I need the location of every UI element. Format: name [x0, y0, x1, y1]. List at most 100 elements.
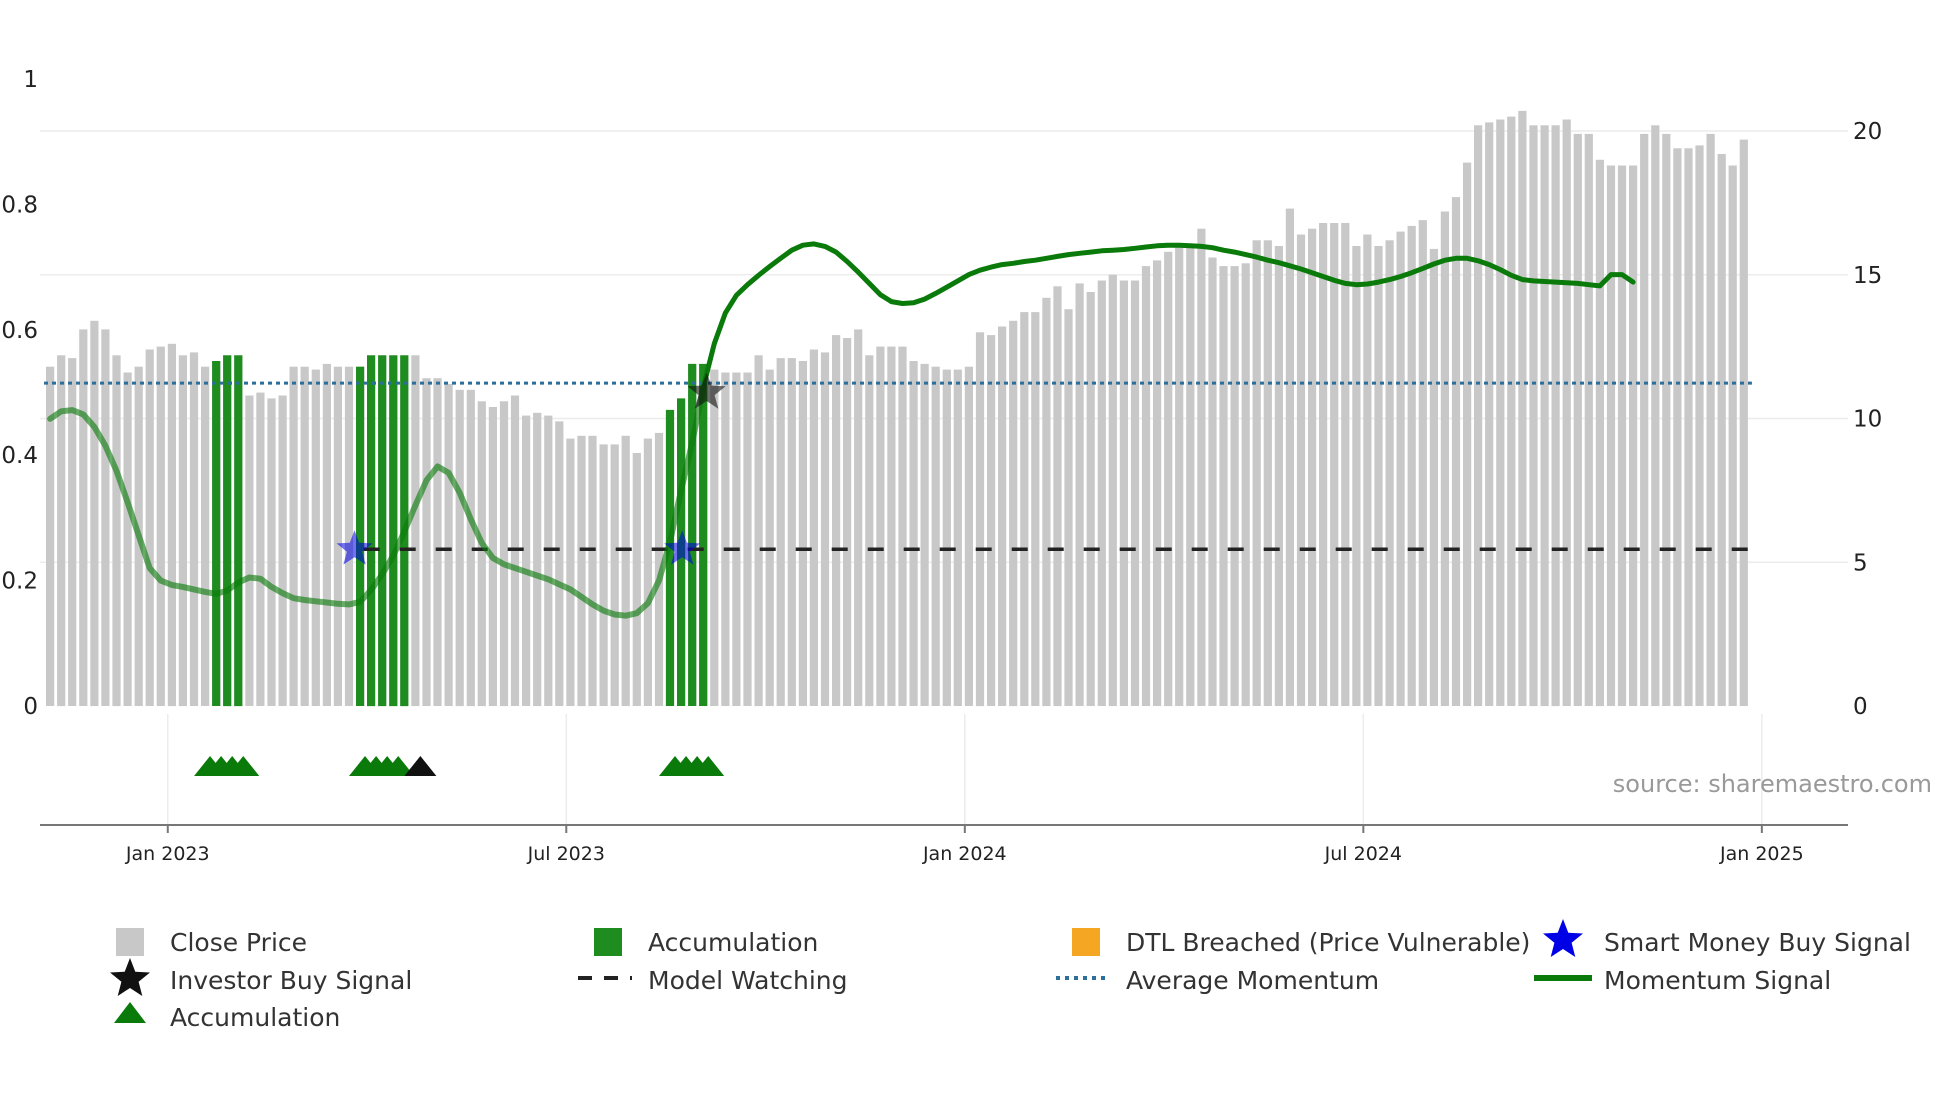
accumulation-marker — [382, 756, 415, 776]
close-price-bar — [1673, 148, 1682, 707]
close-price-bar — [1463, 162, 1472, 707]
close-price-bar — [1285, 208, 1294, 706]
close-price-bar — [909, 361, 918, 706]
close-price-bar — [1296, 234, 1306, 706]
close-price-bar — [267, 398, 276, 706]
close-price-bar — [643, 438, 652, 706]
close-price-bar — [344, 366, 354, 706]
close-price-bar — [1031, 312, 1040, 706]
close-price-bar — [57, 355, 66, 707]
close-price-bar — [843, 338, 852, 706]
close-price-bar — [311, 369, 320, 706]
close-price-bar — [1629, 165, 1638, 706]
legend-close-price: Close Price — [170, 928, 307, 957]
close-price-bar — [610, 444, 619, 706]
close-price-bar — [1573, 133, 1582, 706]
close-price-bar — [411, 355, 420, 707]
close-price-bar — [710, 369, 719, 706]
close-price-bar — [942, 369, 951, 706]
legend-accumulation-triangle-icon — [114, 1002, 146, 1023]
close-price-bar — [1706, 133, 1715, 706]
close-price-bar — [1595, 159, 1604, 707]
close-price-bar — [1020, 312, 1029, 706]
close-price-bar — [1208, 257, 1217, 706]
legend: Close Price Accumulation DTL Breached (P… — [110, 919, 1911, 1032]
close-price-bar — [1684, 148, 1693, 707]
close-price-bar — [876, 346, 885, 706]
close-price-bar — [1086, 292, 1095, 706]
close-price-bar — [1252, 240, 1261, 707]
close-price-bar — [178, 355, 187, 707]
close-price-bar — [588, 435, 597, 707]
close-price-bar — [975, 332, 985, 707]
buy-signal-stars — [336, 372, 726, 565]
investor-buy-star — [687, 372, 726, 409]
close-price-bar — [46, 366, 55, 706]
legend-investor-buy: Investor Buy Signal — [170, 966, 412, 995]
close-price-bar — [1429, 248, 1438, 706]
close-price-bar — [1075, 283, 1084, 706]
close-price-bar — [1164, 251, 1173, 707]
close-price-bar — [123, 372, 132, 706]
right-y-tick: 15 — [1853, 263, 1882, 289]
accumulation-bar — [699, 363, 708, 706]
close-price-bar — [156, 346, 165, 706]
accumulation-bar — [367, 355, 376, 707]
accumulation-marker — [692, 756, 725, 776]
close-price-bar — [1606, 165, 1616, 706]
accumulation-bar — [356, 366, 365, 706]
close-price-bar — [953, 369, 962, 706]
close-price-bar — [787, 358, 796, 706]
close-price-bar — [477, 401, 486, 707]
close-price-bar — [1197, 228, 1206, 706]
close-price-bar — [931, 366, 940, 706]
close-price-bar — [1263, 240, 1272, 707]
close-price-bar — [1175, 246, 1184, 706]
momentum-signal-line-faded — [47, 384, 707, 619]
close-price-bar — [920, 363, 929, 706]
close-price-bar — [422, 378, 431, 706]
close-price-bar — [322, 363, 331, 706]
close-price-bar — [101, 329, 110, 706]
signal-markers — [194, 756, 725, 776]
accumulation-bar — [688, 363, 697, 706]
close-price-bar — [1651, 125, 1660, 707]
close-price-bar — [433, 378, 442, 706]
right-y-tick: 5 — [1853, 550, 1868, 576]
close-price-bar — [533, 412, 542, 707]
close-price-bar — [854, 329, 863, 706]
close-price-bar — [732, 372, 741, 706]
close-price-bar — [577, 435, 586, 707]
close-price-bar — [1053, 286, 1062, 707]
close-price-bar — [333, 366, 342, 706]
close-price-bar — [112, 355, 121, 707]
right-y-tick: 0 — [1853, 694, 1868, 720]
close-price-bar — [1662, 133, 1671, 706]
close-price-bar — [1617, 165, 1627, 706]
close-price-bar — [145, 349, 154, 706]
close-price-bar — [1385, 240, 1394, 707]
close-price-bar — [1130, 280, 1140, 706]
left-y-tick: 0 — [23, 694, 38, 720]
close-price-bar — [1640, 133, 1649, 706]
close-price-bar — [865, 355, 874, 707]
close-price-bar — [1396, 231, 1405, 706]
close-price-bar — [765, 369, 774, 706]
legend-investor-star-icon — [110, 958, 150, 996]
close-price-bar — [1153, 260, 1162, 706]
close-price-bar — [743, 372, 752, 706]
close-price-bar — [621, 435, 630, 707]
x-tick-label: Jan 2025 — [1719, 843, 1804, 865]
close-price-bar — [1540, 125, 1549, 707]
close-price-bar — [289, 366, 298, 706]
close-price-bar — [1407, 225, 1416, 706]
close-price-bar — [1529, 125, 1538, 707]
close-price-bar — [278, 395, 287, 706]
source-label: source: sharemaestro.com — [1613, 770, 1932, 798]
close-price-bar — [1241, 263, 1250, 707]
close-price-bar — [1363, 234, 1372, 706]
accumulation-marker — [227, 756, 260, 776]
accumulation-bar — [223, 355, 232, 707]
